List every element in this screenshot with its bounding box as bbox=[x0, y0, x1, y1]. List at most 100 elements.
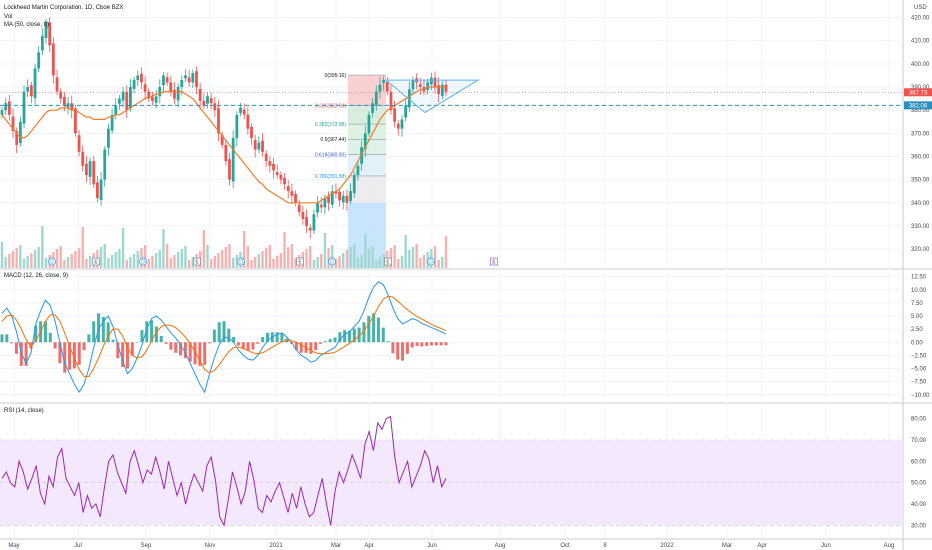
volume-bar bbox=[37, 247, 40, 268]
price-tick-label: 390.00 bbox=[911, 85, 930, 91]
macd-histogram-bar bbox=[232, 337, 236, 343]
candle-body bbox=[55, 77, 59, 92]
candle-body bbox=[59, 91, 63, 99]
price-panel[interactable]: 0(395.16) 0.236(382.08) 0.382(373.98) 0.5(3… bbox=[0, 17, 903, 268]
volume-bar bbox=[169, 258, 172, 268]
volume-bar bbox=[180, 249, 184, 268]
volume-bar bbox=[165, 244, 169, 268]
macd-histogram-bar bbox=[183, 342, 187, 358]
candle-body bbox=[51, 43, 55, 76]
event-marker: E bbox=[92, 257, 100, 266]
price-tick-label: 380.00 bbox=[911, 108, 930, 114]
event-marker: E bbox=[193, 257, 201, 266]
volume-bar bbox=[397, 259, 400, 268]
dividend-marker-circle bbox=[328, 257, 336, 266]
macd-histogram-bar bbox=[48, 332, 52, 343]
volume-bar bbox=[121, 228, 125, 268]
macd-histogram-bar bbox=[174, 342, 178, 353]
macd-histogram-bar bbox=[227, 328, 231, 343]
macd-histogram-bar bbox=[68, 342, 72, 370]
fib-level-label: 0.786(351.58) bbox=[315, 174, 346, 180]
macd-histogram-bar bbox=[87, 334, 91, 343]
candle-body bbox=[180, 80, 184, 88]
candle-body bbox=[40, 36, 44, 51]
macd-histogram-bar bbox=[154, 326, 158, 343]
fib-level-label: 0.236(382.08) bbox=[315, 103, 346, 109]
volume-bar bbox=[147, 259, 150, 268]
macd-label: MACD (12, 26, close, 9) bbox=[4, 273, 68, 279]
candle-body bbox=[206, 96, 209, 104]
candle-body bbox=[250, 126, 253, 138]
volume-bar bbox=[99, 247, 103, 268]
macd-histogram-bar bbox=[19, 342, 23, 366]
macd-histogram-bar bbox=[130, 342, 134, 356]
last-price-tag bbox=[904, 88, 932, 97]
candle-body bbox=[374, 91, 378, 106]
time-label: Mar bbox=[722, 543, 732, 549]
candle-body bbox=[0, 110, 4, 115]
macd-histogram-bar bbox=[217, 322, 221, 343]
macd-histogram-bar bbox=[391, 342, 395, 354]
macd-histogram-bar bbox=[116, 342, 120, 358]
volume-bar bbox=[437, 260, 440, 268]
candle-body bbox=[253, 139, 257, 150]
time-label: May bbox=[8, 543, 19, 549]
candle-body bbox=[264, 153, 268, 162]
volume-bar bbox=[360, 255, 363, 268]
event-marker-label: D bbox=[50, 260, 54, 266]
chart-title: Lockheed Martin Corporation, 1D, Cboe BZ… bbox=[4, 5, 123, 11]
currency-label: USD bbox=[914, 5, 927, 11]
macd-histogram-bar bbox=[92, 321, 96, 343]
macd-histogram-bar bbox=[198, 342, 202, 366]
volume-bar bbox=[107, 258, 110, 268]
macd-histogram-bar bbox=[261, 337, 265, 343]
candle-body bbox=[99, 179, 103, 200]
volume-bar bbox=[228, 244, 231, 268]
volume-bar bbox=[4, 257, 7, 268]
candle-body bbox=[151, 96, 154, 101]
time-label: Apr bbox=[364, 543, 373, 549]
volume-bar bbox=[41, 226, 44, 268]
price-tick-label: 350.00 bbox=[911, 178, 930, 184]
fib-level-label: 0.618(360.90) bbox=[315, 152, 346, 158]
candle-body bbox=[169, 82, 173, 92]
triangle-pattern bbox=[384, 79, 480, 114]
candle-body bbox=[213, 103, 217, 111]
rsi-panel[interactable] bbox=[0, 415, 903, 527]
event-marker-label: E bbox=[94, 260, 98, 266]
candle-body bbox=[385, 81, 389, 92]
event-marker-label: E bbox=[386, 260, 390, 266]
macd-histogram-bar bbox=[246, 342, 250, 351]
macd-panel[interactable] bbox=[0, 281, 448, 394]
candle-body bbox=[81, 151, 85, 166]
macd-histogram-bar bbox=[63, 342, 67, 373]
volume-bar bbox=[309, 246, 312, 268]
volume-bar bbox=[371, 246, 374, 268]
macd-histogram-bar bbox=[222, 321, 226, 343]
candle-body bbox=[316, 202, 319, 213]
candle-body bbox=[88, 161, 92, 177]
time-label: 8 bbox=[603, 543, 607, 549]
candle-body bbox=[15, 131, 19, 145]
candle-body bbox=[338, 191, 341, 201]
macd-histogram-bar bbox=[352, 328, 356, 343]
candle-body bbox=[341, 195, 345, 203]
volume-bar bbox=[202, 230, 206, 268]
candle-body bbox=[290, 191, 294, 196]
earnings-marker-box bbox=[384, 257, 392, 266]
volume-bar bbox=[217, 253, 220, 268]
volume-bar bbox=[220, 250, 224, 268]
rsi-line bbox=[1, 415, 447, 527]
candle-body bbox=[125, 91, 129, 111]
candle-body bbox=[393, 108, 397, 122]
volume-bar bbox=[316, 257, 319, 268]
candle-body bbox=[140, 73, 143, 83]
macd-histogram-bar bbox=[386, 341, 390, 343]
macd-histogram-bar bbox=[405, 342, 409, 354]
volume-bar bbox=[209, 259, 213, 268]
macd-histogram-bar bbox=[241, 342, 245, 350]
rsi-tick-label: 80.00 bbox=[911, 417, 927, 423]
macd-tick-label: 0.00 bbox=[911, 340, 923, 346]
candle-body bbox=[239, 107, 242, 113]
